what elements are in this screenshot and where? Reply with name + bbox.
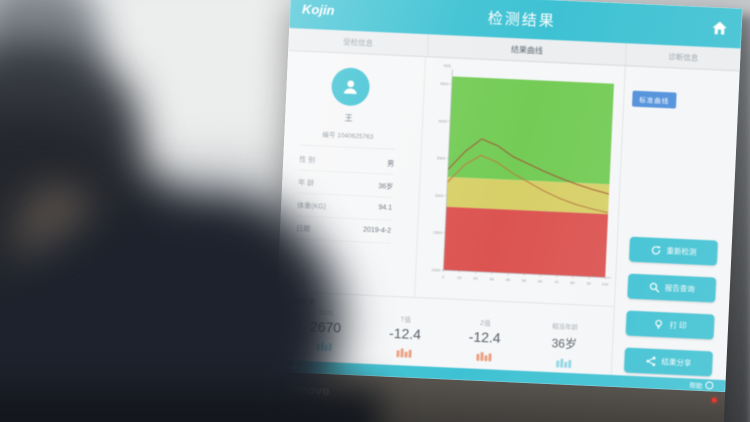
row-value: 36岁 <box>378 183 394 191</box>
stat-value: 2670 <box>309 318 342 336</box>
person-cheek-blur <box>18 185 98 285</box>
svg-text:2000: 2000 <box>431 267 441 272</box>
lenovo-logo: Lenovo <box>284 382 331 399</box>
svg-text:40: 40 <box>505 277 510 282</box>
home-button[interactable] <box>651 17 742 36</box>
svg-text:0: 0 <box>441 274 444 279</box>
svg-text:10: 10 <box>456 275 461 280</box>
svg-text:4000: 4000 <box>438 118 448 123</box>
stat-z-score: Z值 -12.4 <box>443 315 525 371</box>
row-value: 2019-4-2 <box>362 226 392 235</box>
stat-bars <box>555 357 572 369</box>
button-label: 报告查询 <box>664 283 695 294</box>
avatar <box>330 66 370 107</box>
svg-text:80: 80 <box>570 280 575 285</box>
row-label: 年 龄 <box>298 179 315 188</box>
retest-button[interactable]: 重新检测 <box>628 236 718 266</box>
row-label: 体重(KG) <box>296 202 327 211</box>
patient-id-value: 1040625763 <box>337 132 374 141</box>
row-value: 94.1 <box>378 204 393 212</box>
help-link[interactable]: 帮助 <box>689 379 714 391</box>
svg-text:3000: 3000 <box>434 193 444 198</box>
refresh-icon <box>651 245 662 255</box>
result-curve-chart: 0 10 20 30 40 50 60 70 80 90 100 2000 2500 3000 3500 40… <box>415 57 625 306</box>
stat-equivalent-age: 相当年龄 36岁 <box>523 319 605 375</box>
report-query-button[interactable]: 报告查询 <box>627 273 717 303</box>
stat-bars <box>316 341 333 352</box>
stat-value: -12.4 <box>388 324 422 343</box>
person-head-blur <box>0 110 190 422</box>
share-icon <box>646 356 656 367</box>
screen: Kojin 检测结果 受检信息 结果曲线 诊断信息 <box>273 0 743 393</box>
info-icon <box>705 381 714 390</box>
monitor: Kojin 检测结果 受检信息 结果曲线 诊断信息 <box>271 0 743 422</box>
patient-id-label: 编号 <box>322 131 336 140</box>
search-icon <box>649 282 660 293</box>
row-label: 性 别 <box>299 156 316 165</box>
svg-text:100: 100 <box>601 281 609 286</box>
print-button[interactable]: 打 印 <box>625 310 715 340</box>
svg-text:60: 60 <box>537 278 542 283</box>
person-hair-blur <box>0 40 140 220</box>
button-label: 打 印 <box>669 320 687 331</box>
patient-panel: 王 编号 1040625763 性 别 男 年 龄 <box>277 50 427 297</box>
row-label: 日期 <box>295 225 311 234</box>
page-title: 检测结果 <box>487 9 557 30</box>
button-label: 重新检测 <box>666 246 697 257</box>
svg-text:2500: 2500 <box>433 230 443 235</box>
share-button[interactable]: 结果分享 <box>623 347 713 377</box>
svg-text:20: 20 <box>473 276 478 281</box>
row-value: 男 <box>386 160 395 168</box>
app-header: Kojin 检测结果 <box>289 0 743 49</box>
patient-row-date: 日期 2019-4-2 <box>295 216 392 244</box>
action-column: 标准曲线 重新检测 <box>612 66 740 380</box>
svg-text:m/s: m/s <box>443 63 451 68</box>
patient-id: 编号 1040625763 <box>299 127 396 150</box>
app-logo: Kojin <box>301 1 335 18</box>
patient-name: 王 <box>344 113 353 123</box>
stat-t-score: T值 -12.4 <box>364 312 446 368</box>
svg-text:50: 50 <box>521 278 526 283</box>
button-label: 结果分享 <box>661 357 692 368</box>
svg-text:4500: 4500 <box>439 81 449 86</box>
person-icon <box>343 80 357 95</box>
background-corner-blur <box>0 0 100 100</box>
power-led <box>711 397 717 403</box>
stat-sos: SOS 2670 <box>284 308 366 364</box>
svg-text:90: 90 <box>586 281 591 286</box>
stat-bars <box>396 347 412 358</box>
bulb-icon <box>655 319 663 329</box>
stat-value: -12.4 <box>468 328 502 346</box>
svg-text:70: 70 <box>554 279 559 284</box>
footer-indicators <box>285 363 297 370</box>
stat-bars <box>476 351 492 362</box>
svg-text:3500: 3500 <box>436 155 446 160</box>
chart-canvas: 0 10 20 30 40 50 60 70 80 90 100 2000 2500 3000 3500 40… <box>431 63 614 287</box>
home-icon <box>712 21 727 35</box>
svg-text:30: 30 <box>489 276 494 281</box>
help-label: 帮助 <box>689 382 703 391</box>
stat-value: 36岁 <box>551 336 578 352</box>
curve-mode-badge[interactable]: 标准曲线 <box>631 90 677 109</box>
